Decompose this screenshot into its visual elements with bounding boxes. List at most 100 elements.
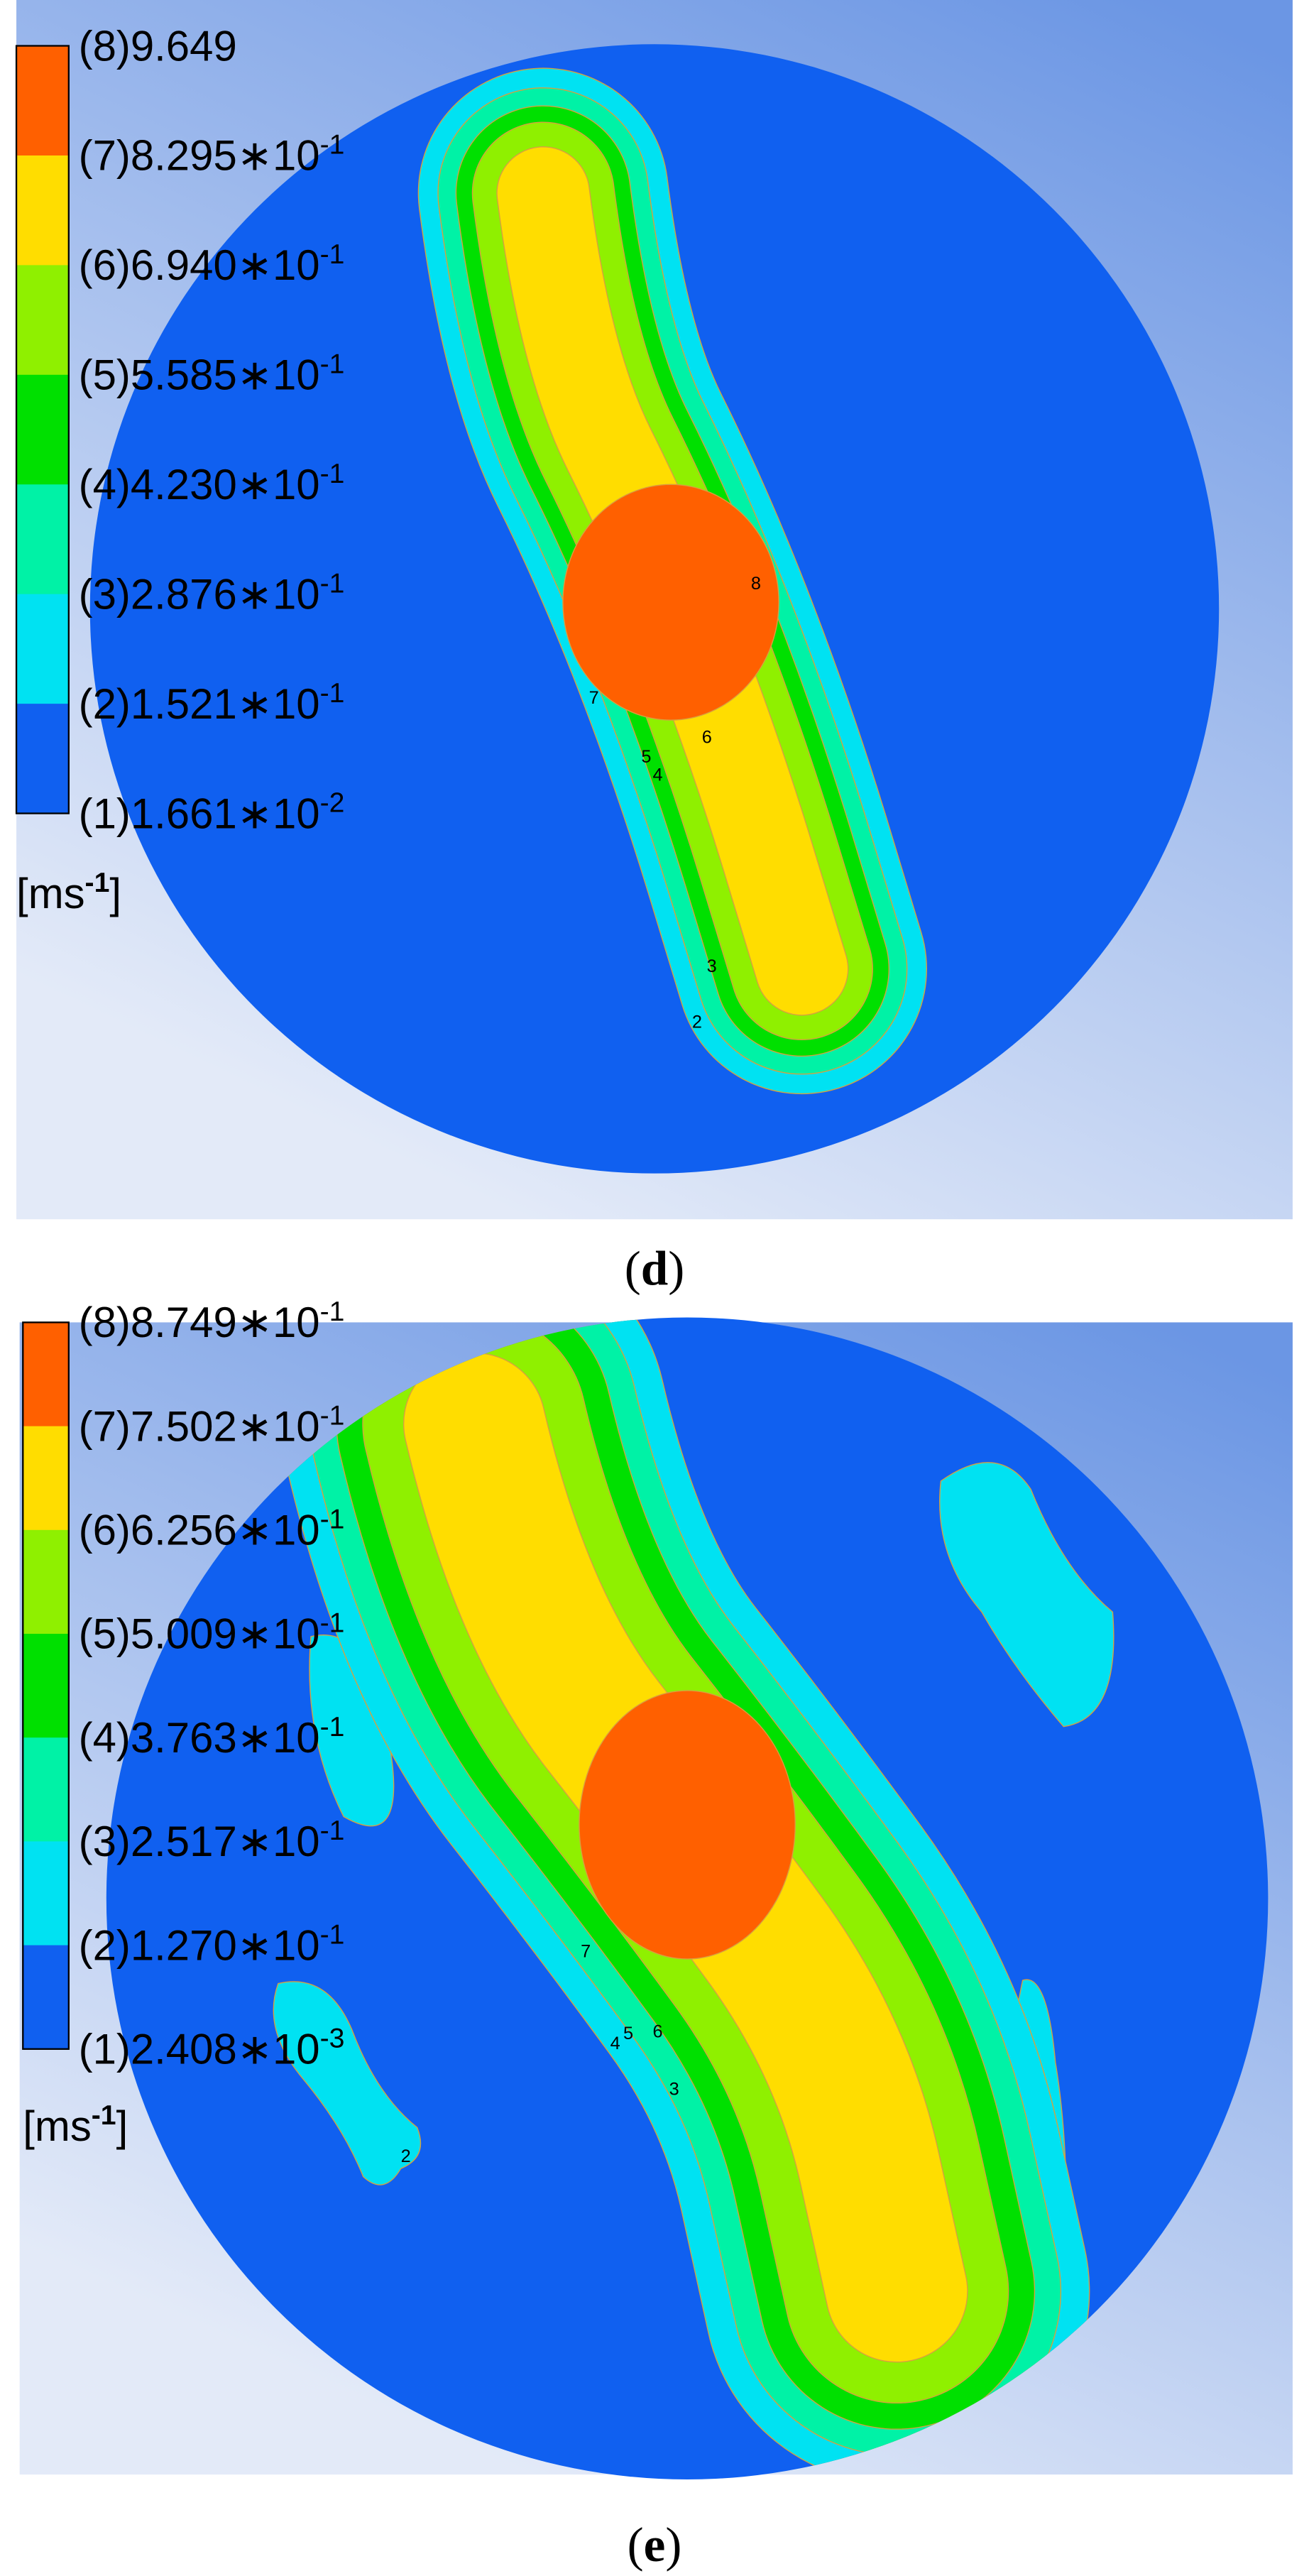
legend-label: (1)1.661∗10-2 [79,787,345,837]
caption-letter: d [641,1240,668,1295]
legend-exponent: -1 [320,459,345,489]
unit-close: ] [116,2102,128,2150]
legend-exponent: -1 [320,1400,345,1431]
legend-exponent: -1 [320,1608,345,1639]
legend-value: (3)2.876∗10 [79,570,320,618]
legend-label: (7)8.295∗10-1 [79,130,345,180]
contour-label: 4 [653,765,663,785]
legend-exponent: -1 [320,239,345,270]
legend-band [23,1634,69,1738]
unit-base: [ms [23,2102,92,2150]
contour-field [273,1317,1114,2480]
legend-label: (2)1.521∗10-1 [79,678,345,728]
contour-label: 7 [589,688,599,708]
legend-exponent: -1 [320,678,345,709]
legend-label: (8)8.749∗10-1 [79,1297,345,1346]
legend-exponent: -3 [320,2023,345,2053]
legend-band [16,704,69,814]
legend-value: (8)9.649 [79,22,237,70]
contour-island [939,1462,1114,1728]
contour-label: 2 [401,2146,411,2166]
contour-label: 5 [623,2024,633,2043]
contour-label: 6 [702,727,712,747]
legend-exponent: -1 [320,1297,345,1327]
legend-band [16,155,69,266]
legend-label: (1)2.408∗10-3 [79,2023,345,2073]
legend-exponent: -1 [320,1816,345,1846]
legend-value: (2)1.521∗10 [79,680,320,728]
legend-exponent: -1 [320,1712,345,1742]
contour-label: 6 [653,2022,663,2042]
legend-label: (4)3.763∗10-1 [79,1712,345,1762]
legend-exponent: -1 [320,1504,345,1534]
contour-core [562,484,779,721]
legend-exponent: -2 [320,787,345,818]
legend-value: (6)6.256∗10 [79,1507,320,1554]
legend-label: (3)2.876∗10-1 [79,568,345,618]
legend-band [16,45,69,156]
legend-value: (6)6.940∗10 [79,241,320,289]
contour-label: 8 [751,574,761,594]
legend-value: (7)7.502∗10 [79,1402,320,1450]
contour-label: 5 [641,747,651,767]
legend-value: (5)5.009∗10 [79,1610,320,1658]
legend-band [23,1737,69,1843]
legend-exponent: -1 [320,130,345,160]
legend-label: (4)4.230∗10-1 [79,459,345,508]
legend-exponent: -1 [320,349,345,380]
contour-label: 7 [581,1942,591,1962]
unit-label: [ms-1] [23,2100,128,2150]
caption-open: ( [625,1240,641,1295]
legend-exponent: -1 [320,568,345,599]
legend-label: (7)7.502∗10-1 [79,1400,345,1450]
contour-label: 3 [669,2079,679,2099]
caption: (d) [625,1240,685,1295]
legend-value: (1)1.661∗10 [79,790,320,837]
contour-core [579,1690,796,1960]
legend-band [23,1841,69,1946]
legend-band [23,1426,69,1531]
caption-close: ) [668,1240,684,1295]
unit-base: [ms [16,870,85,917]
contour-field [417,67,928,1095]
legend-label: (5)5.585∗10-1 [79,349,345,399]
legend-frame [22,1321,70,2050]
legend-value: (4)3.763∗10 [79,1714,320,1762]
legend-label: (2)1.270∗10-1 [79,1919,345,1969]
contour-label: 2 [692,1013,702,1032]
unit-close: ] [109,870,121,917]
legend-value: (1)2.408∗10 [79,2026,320,2073]
legend-value: (8)8.749∗10 [79,1299,320,1346]
legend-band [23,1322,69,1427]
contour-label: 4 [610,2034,620,2053]
legend-label: (5)5.009∗10-1 [79,1608,345,1658]
legend-label: (8)9.649 [79,22,237,70]
legend-value: (3)2.517∗10 [79,1818,320,1865]
contour-island [273,1981,422,2185]
legend-band [23,1945,69,2050]
unit-exponent: -1 [92,2100,116,2131]
legend-value: (5)5.585∗10 [79,351,320,399]
panel: 765432(8)8.749∗10-1(7)7.502∗10-1(6)6.256… [19,1297,1293,2572]
caption-letter: e [644,2517,666,2572]
unit-exponent: -1 [85,868,110,898]
legend-value: (4)4.230∗10 [79,461,320,508]
legend-exponent: -1 [320,1919,345,1950]
legend-band [23,1529,69,1634]
caption: (e) [628,2517,682,2572]
legend-value: (7)8.295∗10 [79,132,320,180]
legend-frame [15,45,70,814]
panel: 8765432(8)9.649(7)8.295∗10-1(6)6.940∗10-… [15,0,1293,1295]
legend-band [16,594,69,704]
legend-label: (6)6.256∗10-1 [79,1504,345,1554]
legend-label: (3)2.517∗10-1 [79,1816,345,1865]
legend-value: (2)1.270∗10 [79,1921,320,1969]
unit-label: [ms-1] [16,868,121,917]
legend-band [16,484,69,595]
caption-open: ( [628,2517,644,2572]
legend-label: (6)6.940∗10-1 [79,239,345,289]
caption-close: ) [665,2517,681,2572]
legend-band [16,374,69,485]
